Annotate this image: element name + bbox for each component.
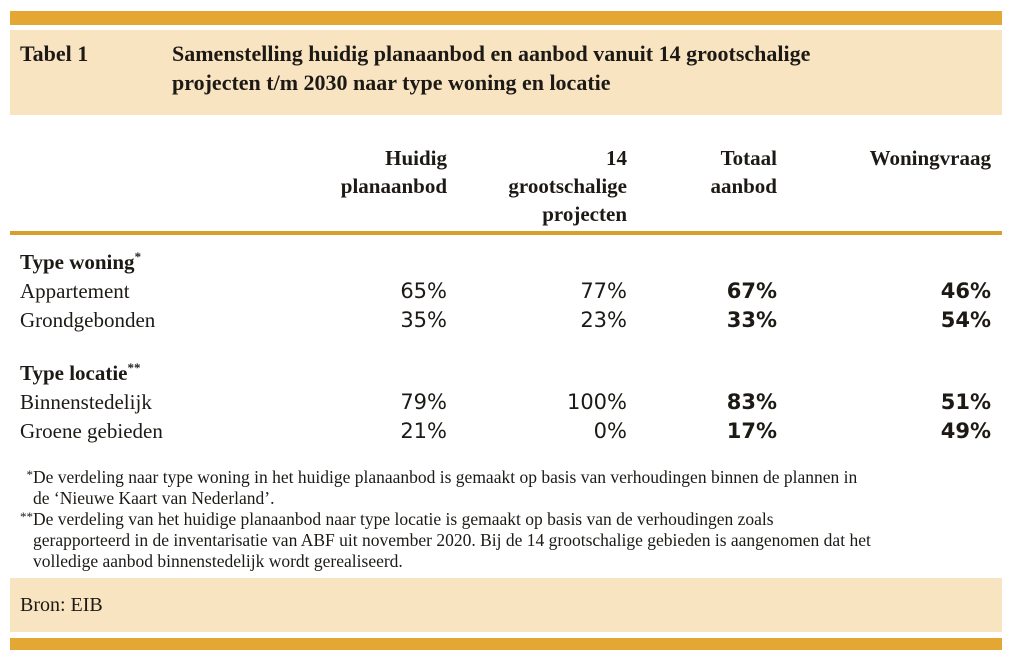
footnote-text: gerapporteerd in de inventarisatie van A… [33,530,871,550]
footnote-text: De verdeling van het huidige planaanbod … [33,509,774,529]
cell-woningvraag: 54% [940,308,991,332]
footnote-marker: ** [20,509,33,524]
cell-totaal-aanbod: 67% [726,279,777,303]
table-caption-band: Tabel 1 Samenstelling huidig planaanbod … [10,30,1002,115]
footnote-line: de ‘Nieuwe Kaart van Nederland’. [33,488,998,509]
footnote-marker: * [26,467,34,482]
cell-woningvraag: 49% [940,419,991,443]
column-header-grootschalige-projecten: 14 grootschalige projecten [447,140,627,235]
cell-woningvraag: 51% [940,390,991,414]
table-row-grondgebonden: Grondgebonden 35% 23% 33% 54% [10,306,1002,335]
cell-grootschalige-projecten: 77% [580,279,627,303]
cell-grootschalige-projecten: 100% [566,390,627,414]
row-label: Grondgebonden [20,308,156,332]
section-row-type-woning: Type woning* [10,233,1002,277]
column-header-empty [10,140,322,235]
cell-grootschalige-projecten: 23% [580,308,627,332]
table-row-groene-gebieden: Groene gebieden 21% 0% 17% 49% [10,417,1002,446]
footnotes: * De verdeling naar type woning in het hu… [20,467,998,572]
header-row: Huidig planaanbod 14 grootschalige proje… [10,140,1002,235]
row-label: Appartement [20,279,130,303]
table-title: Samenstelling huidig planaanbod en aanbo… [172,41,811,95]
row-label: Groene gebieden [20,419,163,443]
cell-woningvraag: 46% [940,279,991,303]
section-heading-label: Type locatie [20,361,128,385]
table-number: Tabel 1 [20,41,89,66]
footnote-line: ** De verdeling van het huidige planaanbo… [20,509,998,530]
footnote-marker: ** [127,360,141,375]
footnote-marker: * [134,249,142,264]
cell-huidig-planaanbod: 35% [400,308,447,332]
section-heading-type-woning: Type woning* [10,233,1002,277]
column-header-woningvraag: Woningvraag [777,140,1002,235]
row-label: Binnenstedelijk [20,390,152,414]
section-heading-type-locatie: Type locatie** [10,335,1002,388]
footnote-text: De verdeling naar type woning in het hui… [33,467,858,487]
section-heading-label: Type woning [20,250,135,274]
column-header-huidig-planaanbod: Huidig planaanbod [322,140,447,235]
footnote-line: gerapporteerd in de inventarisatie van A… [33,530,998,551]
column-header-totaal-aanbod: Totaal aanbod [627,140,777,235]
cell-totaal-aanbod: 33% [726,308,777,332]
table-row-appartement: Appartement 65% 77% 67% 46% [10,277,1002,306]
footnote-text: volledige aanbod binnenstedelijk wordt g… [33,551,403,571]
footnote-line: * De verdeling naar type woning in het hu… [27,467,998,488]
source-band: Bron: EIB [10,578,1002,632]
cell-huidig-planaanbod: 79% [400,390,447,414]
cell-grootschalige-projecten: 0% [593,419,627,443]
table-row-binnenstedelijk: Binnenstedelijk 79% 100% 83% 51% [10,388,1002,417]
footnote-line: volledige aanbod binnenstedelijk wordt g… [33,551,998,572]
source-label: Bron: EIB [20,594,103,616]
cell-totaal-aanbod: 83% [726,390,777,414]
data-table: Huidig planaanbod 14 grootschalige proje… [10,140,1002,446]
cell-huidig-planaanbod: 21% [400,419,447,443]
bottom-accent-bar [10,638,1002,650]
cell-totaal-aanbod: 17% [726,419,777,443]
footnote-text: de ‘Nieuwe Kaart van Nederland’. [33,488,275,508]
cell-huidig-planaanbod: 65% [400,279,447,303]
top-accent-bar [10,11,1002,25]
section-row-type-locatie: Type locatie** [10,335,1002,388]
